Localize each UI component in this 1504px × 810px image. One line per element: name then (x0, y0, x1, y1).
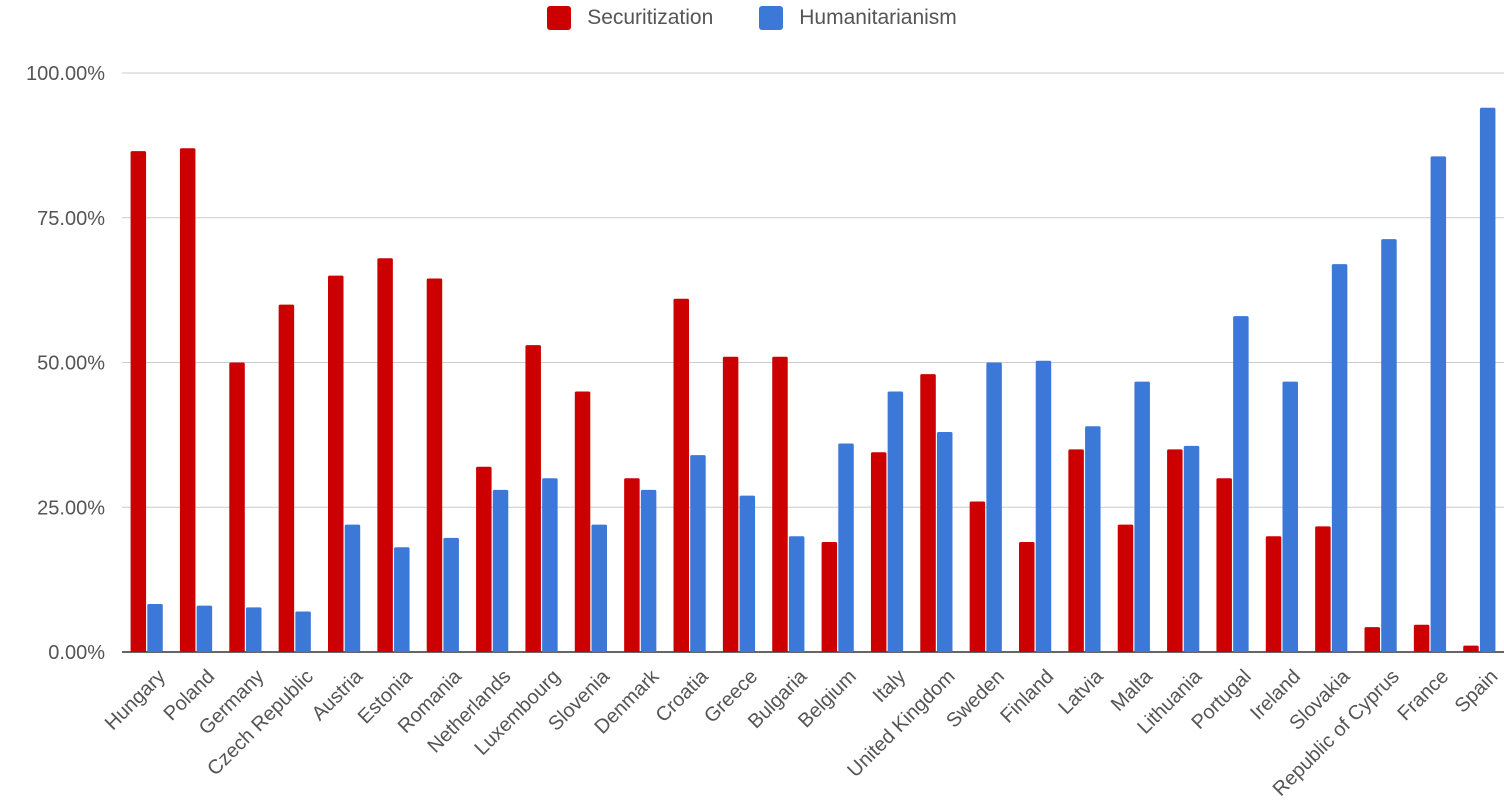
bar-securitization-estonia[interactable] (377, 258, 393, 652)
bar-securitization-republic-of-cyprus[interactable] (1364, 627, 1381, 652)
bar-humanitarianism-republic-of-cyprus[interactable] (1381, 239, 1397, 652)
bar-securitization-hungary[interactable] (130, 151, 147, 653)
bar-securitization-bulgaria[interactable] (772, 356, 788, 652)
bar-humanitarianism-austria[interactable] (344, 524, 361, 652)
bar-securitization-malta[interactable] (1117, 524, 1134, 652)
bar-humanitarianism-sweden[interactable] (986, 362, 1002, 653)
y-tick-label: 75.00% (37, 208, 105, 230)
bar-securitization-france[interactable] (1413, 624, 1430, 652)
x-tick-label: Italy (869, 666, 910, 707)
bar-humanitarianism-belgium[interactable] (838, 443, 854, 652)
legend-swatch-securitization (547, 6, 572, 30)
bar-humanitarianism-bulgaria[interactable] (788, 536, 805, 652)
y-tick-label: 25.00% (37, 497, 105, 519)
y-tick-label: 100.00% (26, 63, 105, 85)
bar-humanitarianism-spain[interactable] (1479, 107, 1496, 653)
bar-securitization-luxembourg[interactable] (525, 345, 541, 652)
legend-label-humanitarianism: Humanitarianism (799, 6, 957, 29)
bar-humanitarianism-denmark[interactable] (640, 489, 657, 652)
bar-securitization-germany[interactable] (229, 362, 245, 653)
bar-securitization-denmark[interactable] (624, 478, 640, 652)
bar-securitization-romania[interactable] (426, 278, 443, 652)
x-tick-label: Spain (1451, 666, 1503, 718)
bar-humanitarianism-lithuania[interactable] (1183, 445, 1200, 652)
bar-securitization-ireland[interactable] (1265, 536, 1282, 652)
x-tick-label: Hungary (101, 666, 170, 735)
legend-label-securitization: Securitization (587, 6, 714, 29)
bar-humanitarianism-united-kingdom[interactable] (936, 431, 953, 652)
bar-securitization-netherlands[interactable] (476, 466, 492, 652)
bar-securitization-slovakia[interactable] (1315, 526, 1331, 652)
bar-humanitarianism-luxembourg[interactable] (542, 478, 558, 652)
bar-securitization-spain[interactable] (1463, 645, 1479, 652)
bar-humanitarianism-netherlands[interactable] (492, 489, 509, 652)
bar-securitization-czech-republic[interactable] (278, 304, 295, 652)
y-tick-label: 50.00% (37, 353, 105, 375)
bar-securitization-greece[interactable] (722, 356, 739, 652)
bar-humanitarianism-malta[interactable] (1134, 381, 1150, 652)
bar-humanitarianism-portugal[interactable] (1233, 316, 1249, 652)
chart-legend: Securitization Humanitarianism (0, 6, 1504, 30)
bar-humanitarianism-greece[interactable] (739, 495, 756, 652)
bar-humanitarianism-czech-republic[interactable] (295, 611, 311, 652)
bar-humanitarianism-hungary[interactable] (147, 603, 163, 652)
bar-securitization-croatia[interactable] (673, 298, 690, 652)
bar-humanitarianism-slovakia[interactable] (1331, 264, 1348, 652)
bar-humanitarianism-germany[interactable] (245, 607, 262, 652)
bar-humanitarianism-ireland[interactable] (1282, 381, 1298, 652)
bar-securitization-lithuania[interactable] (1167, 449, 1183, 652)
bars (130, 107, 1496, 653)
bar-humanitarianism-poland[interactable] (196, 605, 213, 652)
legend-item-securitization[interactable]: Securitization (547, 6, 713, 30)
bar-humanitarianism-slovenia[interactable] (591, 524, 607, 652)
bar-securitization-italy[interactable] (870, 452, 887, 652)
bar-securitization-austria[interactable] (328, 275, 344, 652)
legend-item-humanitarianism[interactable]: Humanitarianism (759, 6, 957, 30)
bar-humanitarianism-romania[interactable] (443, 537, 459, 652)
bar-securitization-portugal[interactable] (1216, 478, 1232, 652)
bar-humanitarianism-finland[interactable] (1035, 360, 1052, 652)
bar-humanitarianism-france[interactable] (1430, 156, 1447, 652)
y-tick-label: 0.00% (48, 642, 105, 664)
bar-securitization-slovenia[interactable] (574, 391, 591, 652)
bar-humanitarianism-italy[interactable] (887, 391, 904, 652)
x-tick-label: Finland (996, 666, 1058, 728)
legend-swatch-humanitarianism (759, 6, 784, 30)
bar-humanitarianism-croatia[interactable] (690, 455, 706, 652)
y-axis-ticks: 0.00% 25.00% 50.00% 75.00% 100.00% (26, 63, 105, 664)
bar-humanitarianism-latvia[interactable] (1085, 426, 1101, 652)
bar-securitization-finland[interactable] (1019, 541, 1035, 652)
bar-securitization-united-kingdom[interactable] (920, 374, 936, 652)
bar-securitization-belgium[interactable] (821, 541, 838, 652)
bar-securitization-sweden[interactable] (969, 501, 986, 652)
x-tick-label: France (1394, 666, 1454, 726)
bar-humanitarianism-estonia[interactable] (394, 547, 410, 652)
bar-securitization-poland[interactable] (179, 148, 196, 652)
bar-securitization-latvia[interactable] (1068, 449, 1084, 652)
x-tick-label: Croatia (652, 665, 714, 727)
x-tick-label: Latvia (1054, 665, 1108, 719)
